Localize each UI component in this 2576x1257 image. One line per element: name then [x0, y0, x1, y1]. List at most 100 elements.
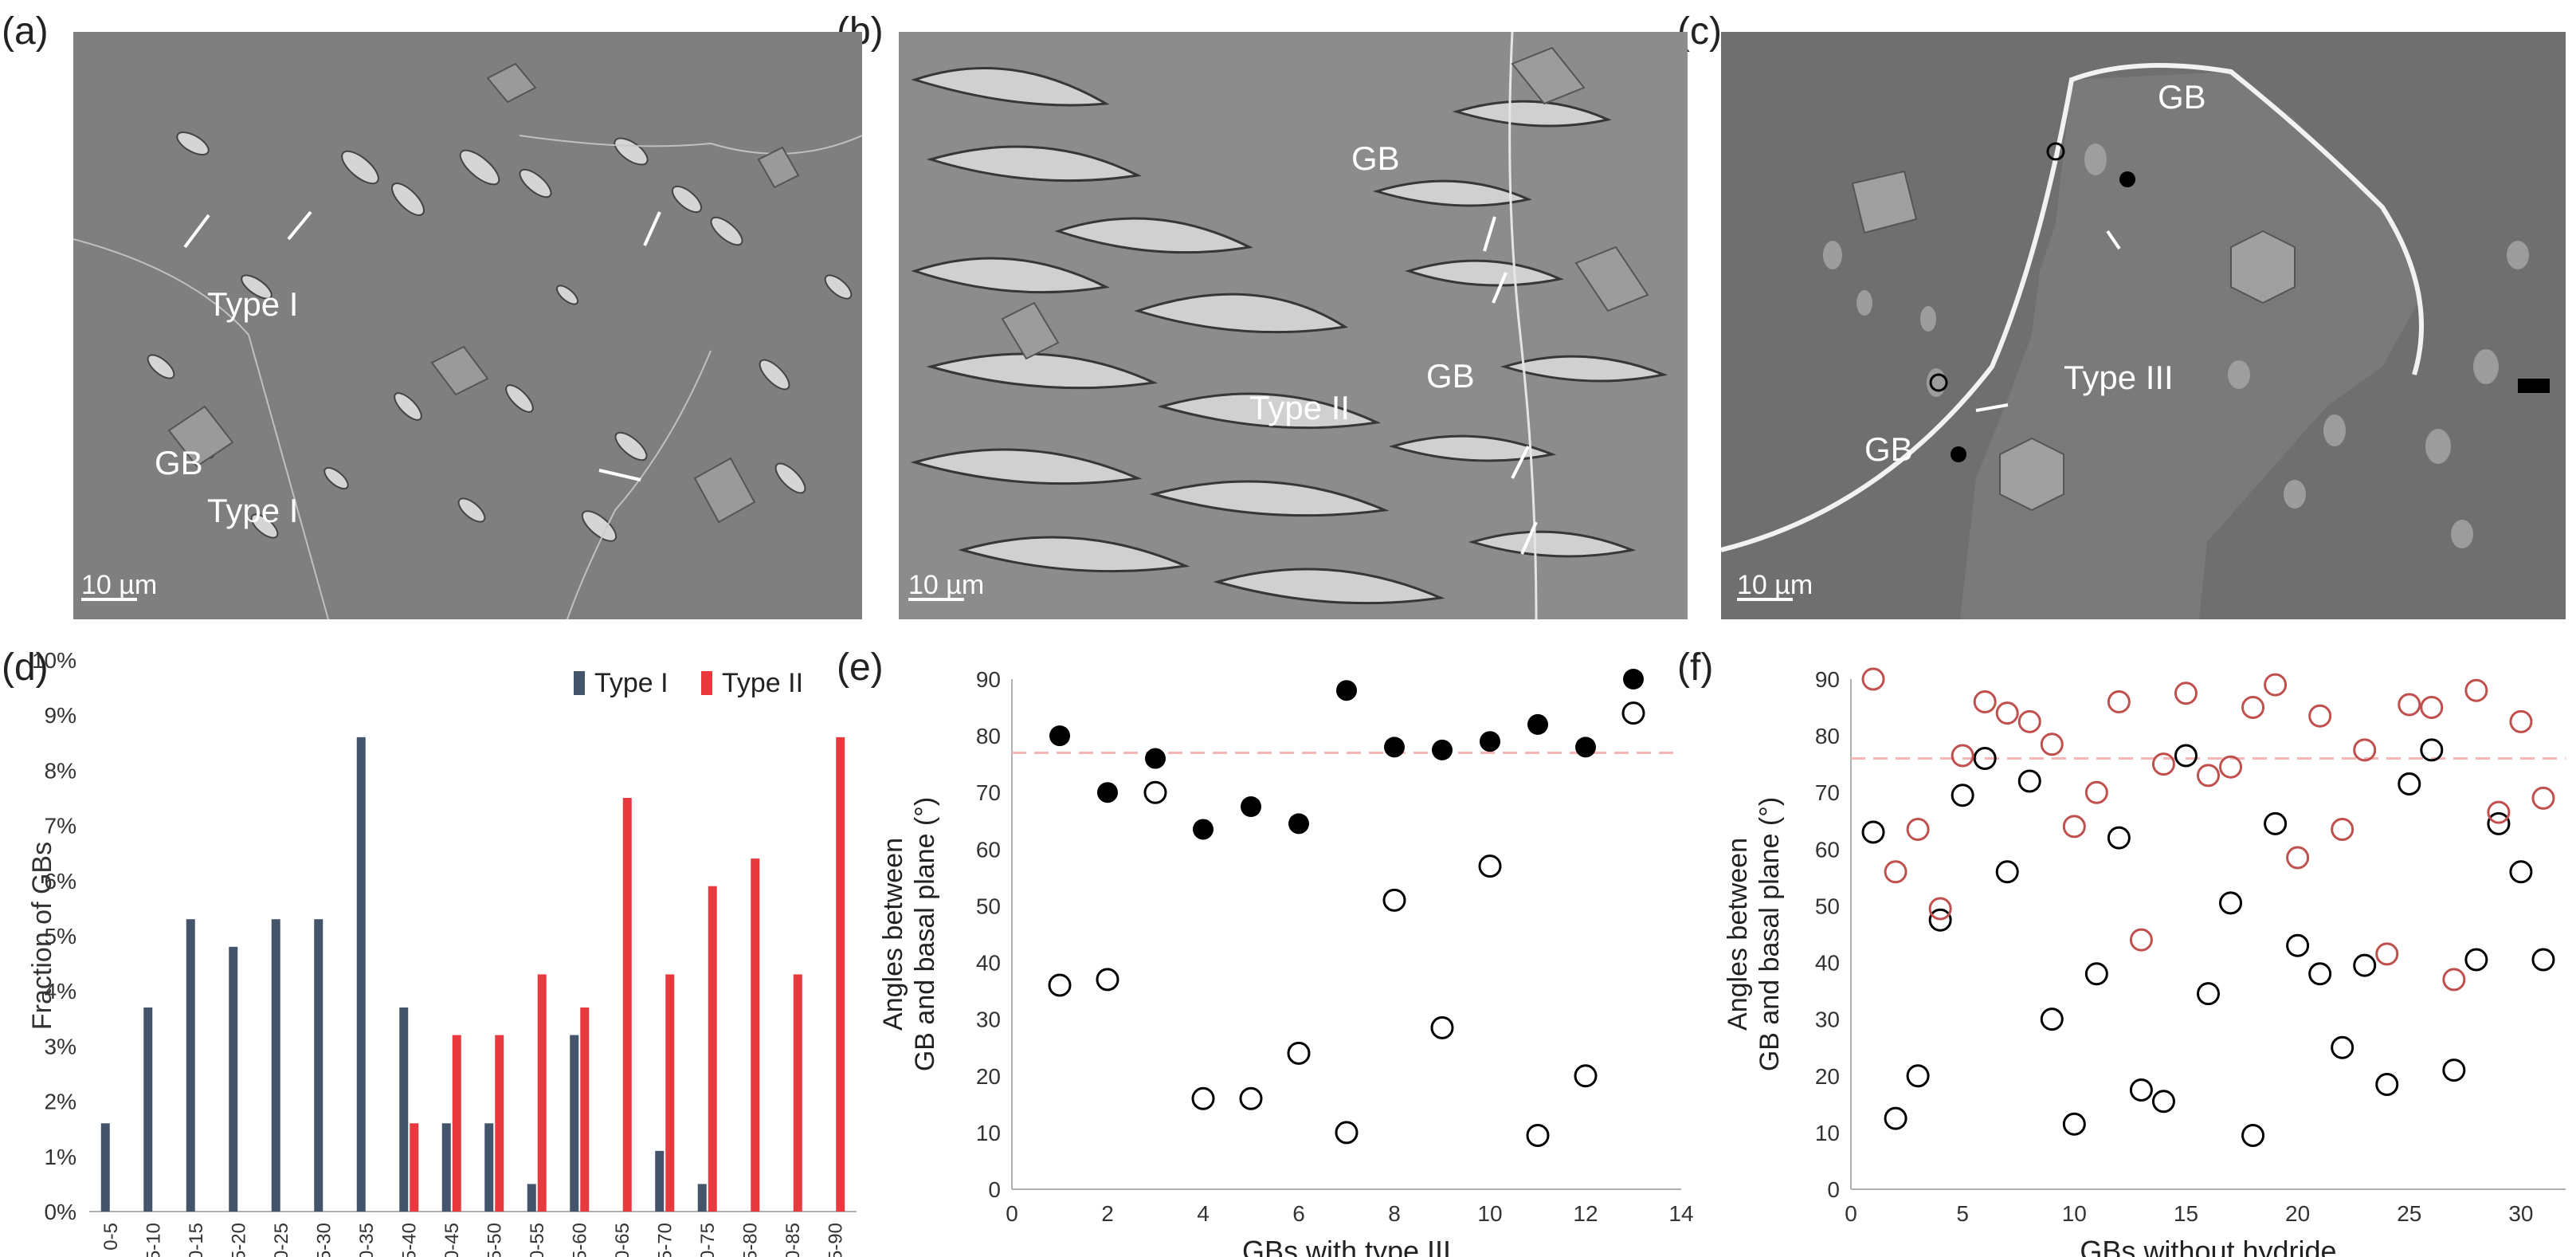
chart-f-point-open-black	[1973, 747, 1997, 771]
chart-d-xtick-label: 60-65	[612, 1223, 633, 1257]
chart-d-ytick-label: 1%	[45, 1145, 76, 1169]
chart-d-bar-type1	[271, 919, 280, 1212]
chart-f-ytick-label: 80	[1815, 724, 1840, 748]
chart-d-xtick-label: 30-35	[356, 1223, 378, 1257]
chart-d-ytick-label: 0%	[45, 1200, 76, 1224]
chart-f-point-open-red	[2084, 780, 2108, 804]
chart-f-point-open-red	[1973, 689, 1997, 713]
chart-e-point-open	[1382, 888, 1406, 912]
chart-d-xtick-label: 75-80	[739, 1223, 761, 1257]
chart-d-xtick-label: 10-15	[186, 1223, 207, 1257]
chart-f-point-open-black	[2375, 1072, 2399, 1096]
chart-e-ytick-label: 70	[976, 780, 1001, 805]
chart-f-point-open-black	[1861, 820, 1885, 844]
micrograph-b-text-type2: Type II	[1249, 389, 1351, 426]
chart-f-point-open-black	[2286, 933, 2310, 957]
chart-f-ytick-label: 70	[1815, 780, 1840, 805]
chart-e-point-filled	[1527, 713, 1548, 735]
chart-f-scatter: 0 10 20 30 40 50 60 70 80 90 0 5 10 15 20 25 30 Angles be…	[1723, 667, 2566, 1257]
chart-e-point-open	[1096, 968, 1119, 992]
chart-f-point-open-black	[2017, 769, 2041, 793]
chart-f-ytick-label: 10	[1815, 1121, 1840, 1145]
chart-f-xtick-label: 5	[1956, 1201, 1969, 1226]
chart-f-point-open-red	[1884, 860, 1907, 884]
micrograph-a-text-type1-lower: Type I	[207, 492, 299, 529]
chart-e-point-filled	[1336, 680, 1357, 701]
chart-f-point-open-black	[2040, 1008, 2064, 1031]
chart-f-ytick-label: 0	[1827, 1177, 1840, 1202]
chart-d-ytick-label: 7%	[45, 814, 76, 839]
chart-f-ytick-label: 90	[1815, 667, 1840, 692]
chart-e-point-open	[1239, 1086, 1263, 1110]
chart-e-xtick-label: 10	[1477, 1201, 1502, 1226]
micrograph-b-scale-line	[908, 598, 964, 601]
chart-d-bar-type1	[697, 1184, 707, 1212]
micrograph-b-scale-bar: 10 µm	[908, 570, 984, 601]
micrograph-a-drawing	[73, 32, 862, 619]
chart-d-ytick-label: 2%	[45, 1090, 76, 1114]
micrograph-c-scale-text: 10 µm	[1737, 570, 1813, 600]
chart-f-point-open-black	[1928, 908, 1952, 932]
chart-e-point-filled	[1288, 813, 1309, 835]
chart-f-point-open-red	[2442, 968, 2466, 992]
chart-f-point-open-red	[1951, 744, 1974, 768]
chart-f-ylabel-line: Angles between	[1723, 838, 1753, 1031]
chart-f-point-open-black	[2107, 826, 2131, 850]
chart-f-point-open-black	[2442, 1059, 2466, 1082]
chart-e-ytick-label: 80	[976, 724, 1001, 748]
chart-d-xtick-label: 70-75	[697, 1223, 719, 1257]
chart-f-point-open-black	[2531, 948, 2555, 972]
chart-d-xtick-label: 40-45	[441, 1223, 463, 1257]
chart-f-xtick-label: 25	[2397, 1201, 2421, 1226]
chart-f-point-open-black	[2197, 982, 2220, 1006]
chart-f-point-open-black	[2084, 962, 2108, 986]
chart-f-point-open-black	[1906, 1064, 1930, 1088]
chart-f-point-open-black	[2062, 1112, 2086, 1136]
chart-e-point-filled	[1480, 731, 1500, 752]
chart-f-point-open-red	[2353, 738, 2377, 762]
chart-e-point-filled	[1145, 748, 1166, 769]
chart-e-point-open	[1287, 1041, 1311, 1065]
chart-d-xtick-label: 45-50	[484, 1223, 505, 1257]
micrograph-b-text-gb-upper: GB	[1351, 139, 1400, 177]
micrograph-c-text-type3: Type III	[2064, 359, 2174, 396]
chart-d-ytick-label: 3%	[45, 1034, 76, 1059]
chart-f-point-open-red	[2398, 693, 2421, 717]
chart-d-ytick-label: 4%	[45, 979, 76, 1004]
chart-e-point-filled	[1623, 669, 1644, 689]
chart-d-bar-type1	[100, 1123, 110, 1212]
chart-d-xtick-label: 55-60	[569, 1223, 590, 1257]
chart-e-ylabel: Angles betweenGB and basal plane (°)	[878, 797, 940, 1071]
chart-f-point-open-red	[2531, 786, 2555, 810]
chart-e-xtick-label: 0	[1006, 1201, 1018, 1226]
chart-f-point-open-red	[2308, 704, 2332, 728]
chart-e-ytick-label: 90	[976, 667, 1001, 692]
chart-e-xtick-label: 6	[1292, 1201, 1305, 1226]
chart-f-point-open-red	[2509, 709, 2533, 733]
chart-d-bar-type2	[452, 1035, 461, 1212]
chart-d-ytick-label: 6%	[45, 869, 76, 894]
chart-f-xtick-label: 30	[2508, 1201, 2533, 1226]
chart-e-xtick-label: 14	[1668, 1201, 1693, 1226]
chart-e-scatter: 0 10 20 30 40 50 60 70 80 90 0 2 4 6 8 10 12 14 Angles bet…	[878, 667, 1694, 1257]
chart-f-point-open-red	[2487, 800, 2511, 824]
chart-d-legend-swatch-type1	[574, 671, 585, 695]
chart-d-bar-type1	[527, 1184, 536, 1212]
chart-d-ytick-label: 10%	[32, 648, 76, 673]
chart-f-point-open-red	[2464, 678, 2488, 702]
chart-d-xtick-label: 0-5	[100, 1223, 122, 1251]
chart-e-ytick-label: 40	[976, 951, 1001, 976]
chart-e-point-open	[1191, 1086, 1215, 1110]
chart-d-bar-type2	[622, 798, 632, 1212]
chart-f-point-open-black	[2174, 744, 2198, 768]
chart-f-point-open-black	[2509, 860, 2533, 884]
chart-f-point-open-red	[1928, 897, 1952, 921]
chart-d-bar-type1	[356, 737, 366, 1212]
chart-e-point-filled	[1097, 782, 1118, 803]
micrograph-c-scale-line	[1737, 598, 1793, 601]
chart-f-ytick-label: 60	[1815, 837, 1840, 862]
chart-f-ylabel-line: GB and basal plane (°)	[1755, 797, 1785, 1071]
micrograph-b-scale-text: 10 µm	[908, 570, 985, 600]
chart-e-point-filled	[1432, 739, 1453, 760]
micrograph-a: Type I GB Type I 10 µm	[73, 32, 862, 619]
